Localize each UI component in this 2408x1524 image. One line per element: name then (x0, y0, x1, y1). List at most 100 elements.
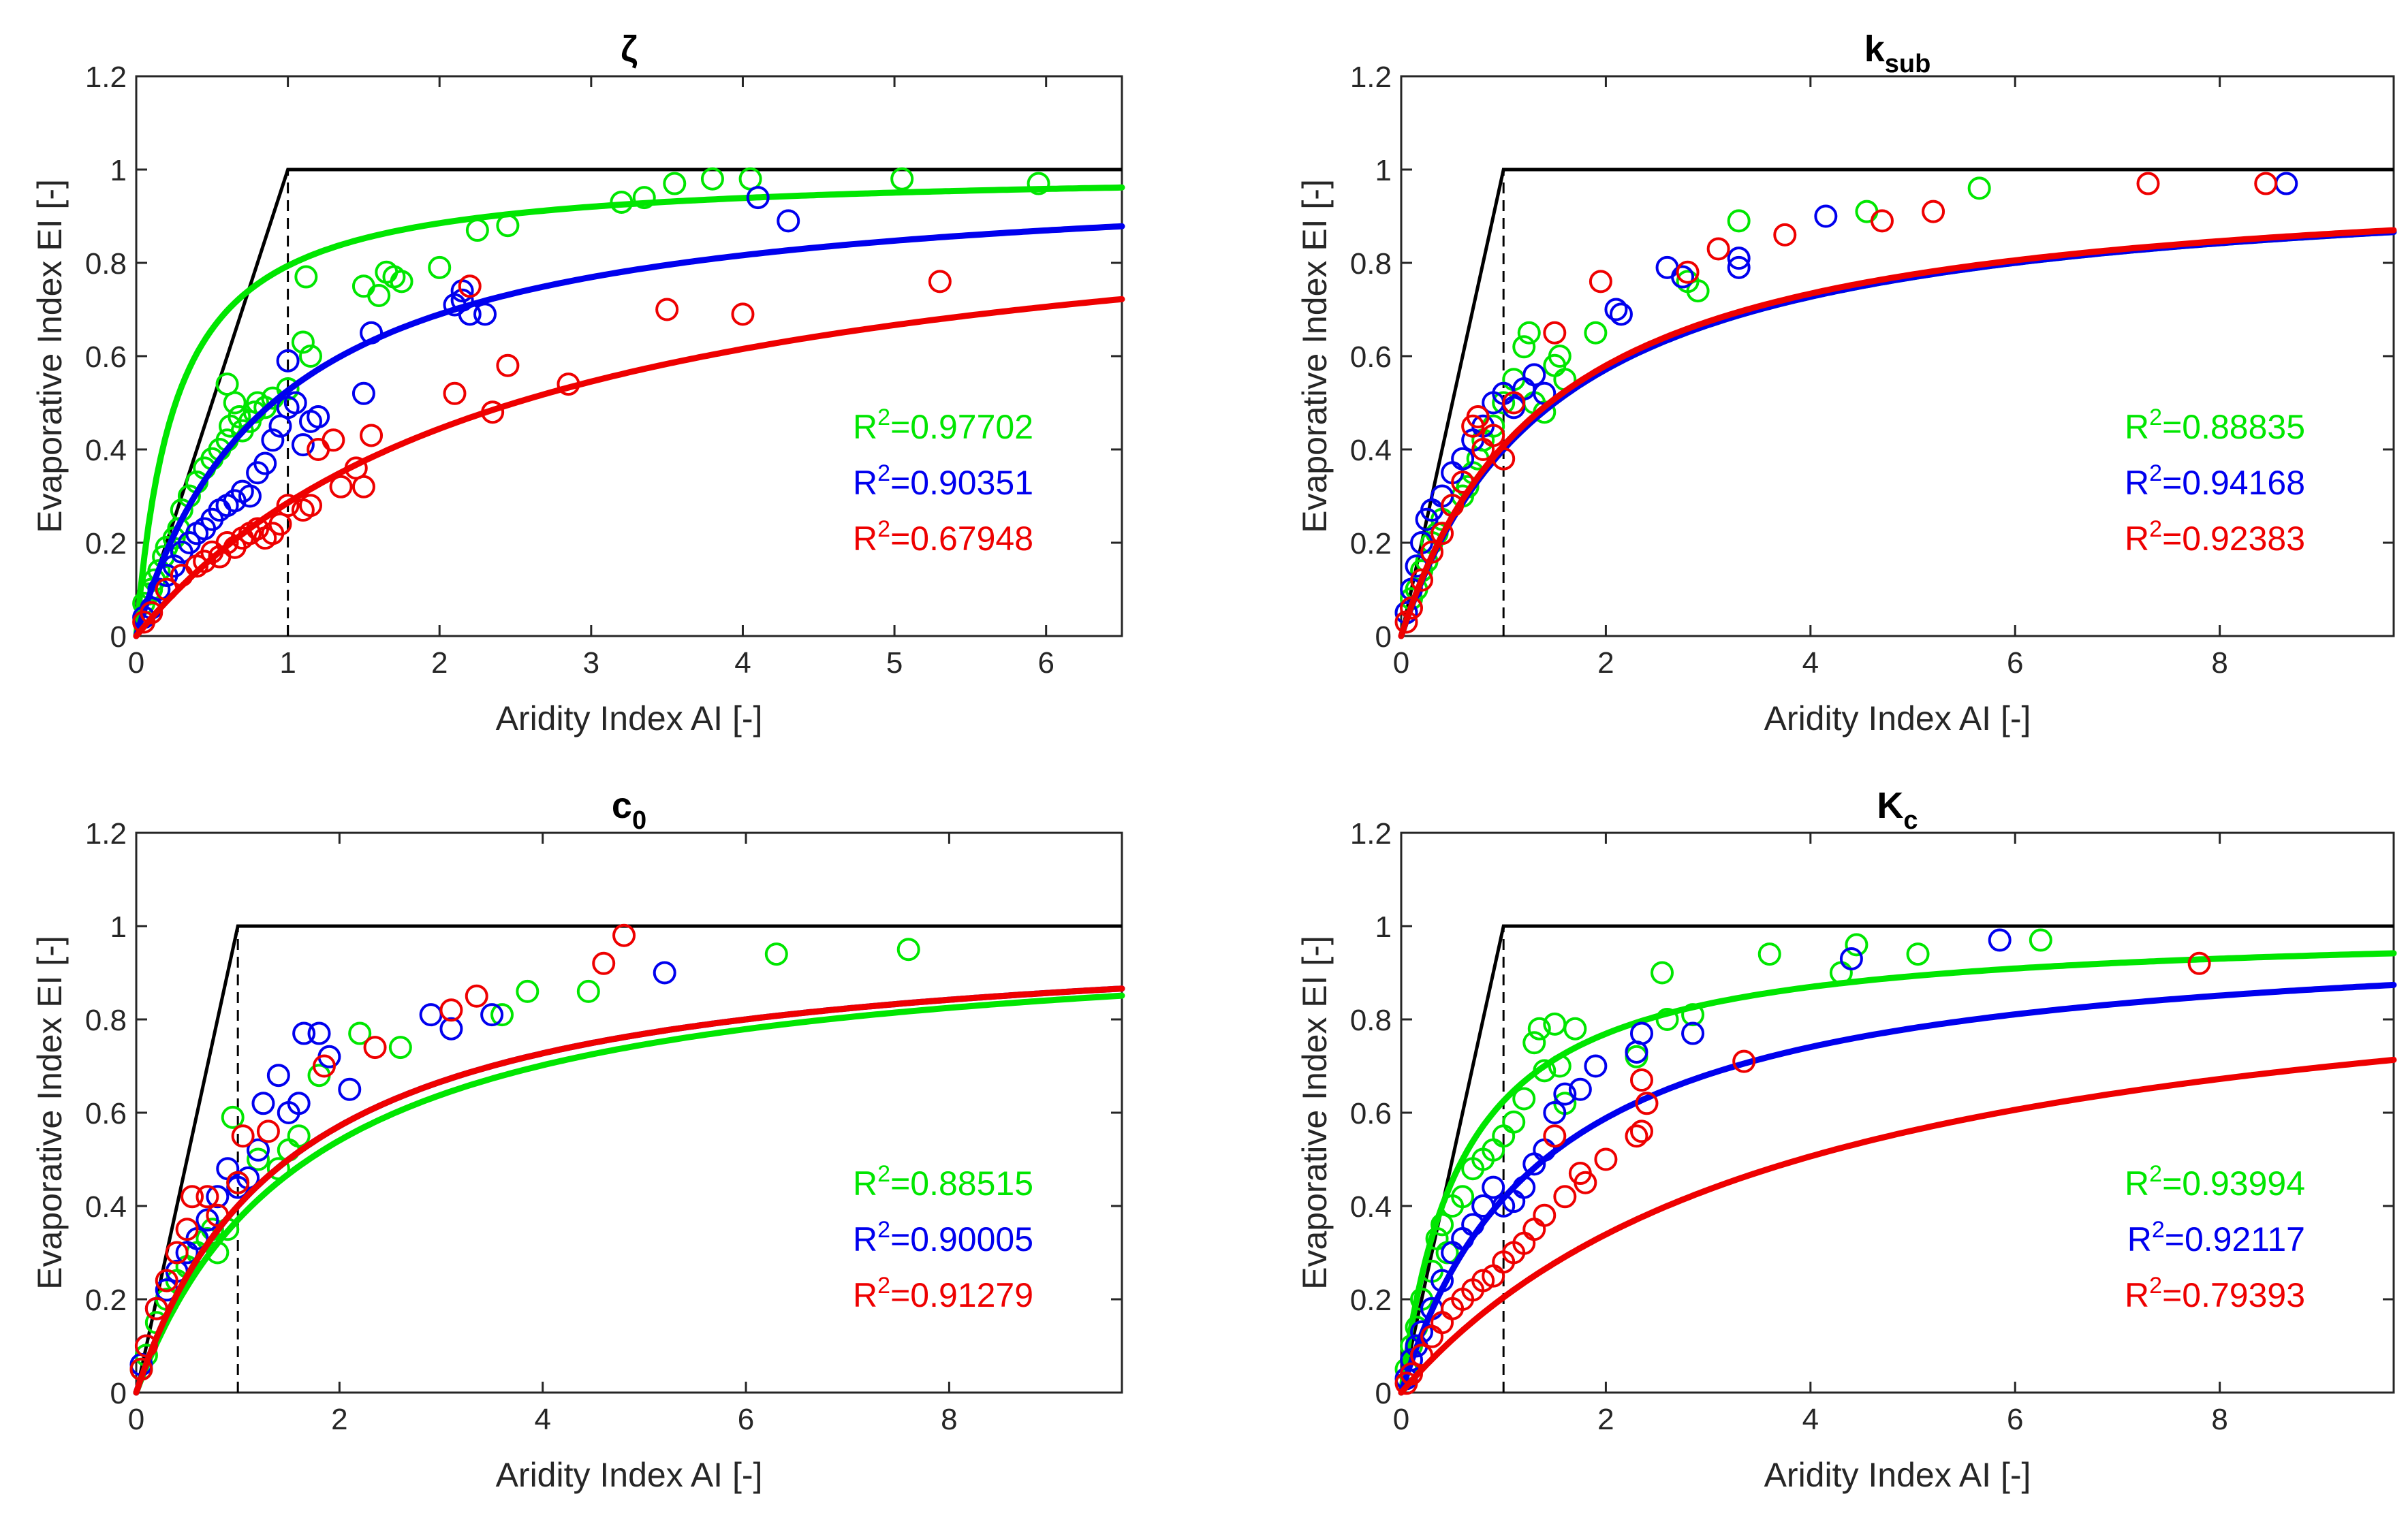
data-point-blue (450, 288, 474, 312)
data-point-red (1482, 424, 1505, 447)
y-tick-label: 1 (1375, 154, 1392, 187)
data-point-green (348, 1021, 372, 1045)
data-point-blue (291, 433, 315, 457)
chart-panel-4: 0 0.2 0.4 0.6 0.8 1 1.2 0 2 4 6 8 Aridity Index AI [… (1296, 785, 2397, 1494)
y-tick-label: 0.8 (1350, 1004, 1392, 1037)
y-tick-label: 0.6 (85, 1097, 127, 1130)
r2-value: =0.94168 (2162, 464, 2305, 502)
y-tick-label: 1 (110, 154, 127, 187)
data-point-green (299, 345, 323, 368)
y-tick-label: 0.6 (85, 340, 127, 374)
r2-superscript: 2 (2149, 1273, 2162, 1299)
data-point-green (576, 979, 600, 1003)
data-point-green (276, 377, 300, 400)
data-point-green (215, 372, 239, 396)
r2-superscript: 2 (877, 1273, 890, 1299)
data-point-blue (1492, 1194, 1516, 1218)
r2-superscript: 2 (877, 1161, 890, 1187)
data-point-blue (276, 349, 300, 372)
data-point-red (206, 1203, 230, 1227)
data-point-red (129, 1357, 153, 1381)
y-axis-label: Evaporative Index EI [-] (1296, 179, 1334, 533)
x-tick-label: 4 (534, 1403, 550, 1436)
data-point-blue (1727, 247, 1751, 270)
data-point-blue (1482, 1175, 1505, 1199)
panel-title-main: c (612, 785, 632, 826)
x-axis-label: Aridity Index AI [-] (496, 699, 763, 737)
data-point-red (276, 494, 300, 518)
r2-symbol: R (2125, 1276, 2149, 1314)
data-point-red (1492, 447, 1516, 471)
data-point-red (155, 577, 178, 601)
data-point-green (388, 1036, 412, 1060)
y-tick-label: 0.6 (1350, 340, 1392, 374)
fit-curve-blue (1398, 981, 2397, 1396)
data-point-red (1625, 1124, 1648, 1148)
data-point-red (1441, 494, 1465, 518)
y-tick-label: 0.4 (1350, 1190, 1392, 1224)
data-point-red (1420, 540, 1444, 564)
r2-symbol: R (853, 1164, 877, 1203)
r2-symbol: R (2125, 520, 2149, 558)
data-point-blue (653, 961, 676, 985)
data-point-blue (338, 1077, 362, 1101)
y-tick-label: 1.2 (85, 817, 127, 851)
panel-title: c0 (612, 785, 646, 835)
fit-curve-red (1398, 227, 2397, 639)
r2-label-green: R2=0.88835 (2125, 404, 2305, 446)
data-point-blue (1522, 363, 1546, 387)
r2-superscript: 2 (877, 516, 890, 542)
r2-label-green: R2=0.97702 (853, 404, 1033, 446)
data-point-red (299, 494, 323, 518)
data-point-red (1706, 237, 1730, 261)
data-point-blue (253, 451, 277, 475)
data-point-green (221, 1105, 245, 1129)
data-point-blue (746, 186, 770, 210)
data-point-red (1466, 405, 1490, 429)
data-point-green (700, 167, 724, 191)
data-point-red (1589, 270, 1612, 293)
data-point-red (312, 1054, 336, 1078)
data-point-red (1400, 596, 1424, 620)
data-point-red (322, 428, 345, 452)
x-tick-label: 6 (1037, 646, 1054, 680)
r2-value: =0.92383 (2162, 520, 2305, 558)
data-point-blue (147, 577, 171, 601)
data-point-blue (458, 302, 482, 326)
series-blue (132, 186, 1125, 639)
data-point-blue (439, 1017, 463, 1041)
data-point-blue (777, 209, 800, 233)
data-point-blue (1430, 1269, 1454, 1292)
r2-symbol: R (853, 1276, 877, 1314)
data-point-green (1651, 961, 1674, 985)
panel-title-main: K (1877, 785, 1903, 826)
data-point-red (1629, 1120, 1653, 1143)
data-point-blue (287, 1092, 311, 1115)
data-point-red (1410, 568, 1434, 592)
data-point-green (1522, 1031, 1546, 1055)
r2-symbol: R (2125, 1164, 2149, 1203)
y-tick-label: 0.8 (1350, 247, 1392, 281)
data-point-red (2187, 951, 2211, 975)
r2-symbol: R (853, 464, 877, 502)
data-point-blue (1400, 1348, 1424, 1372)
data-point-red (557, 372, 580, 396)
r2-symbol: R (2125, 408, 2149, 446)
data-point-blue (1814, 204, 1838, 228)
data-point-red (226, 1171, 250, 1194)
x-tick-label: 8 (2211, 646, 2227, 680)
chart-panel-1: 0 0.2 0.4 0.6 0.8 1 1.2 0 1 2 3 4 5 6 Aridity Index AI… (31, 29, 1125, 737)
data-point-green (1548, 1054, 1572, 1078)
data-point-green (1502, 1110, 1526, 1134)
data-point-blue (1512, 1175, 1536, 1199)
data-point-red (134, 1334, 158, 1358)
r2-value: =0.92117 (2165, 1220, 2305, 1258)
y-tick-label: 1 (1375, 910, 1392, 944)
data-point-red (655, 298, 679, 321)
r2-label-green: R2=0.88515 (853, 1161, 1033, 1203)
series-red (129, 923, 1125, 1396)
data-point-red (144, 1297, 168, 1320)
data-point-red (175, 1218, 199, 1241)
r2-label-green: R2=0.93994 (2125, 1161, 2305, 1203)
data-point-green (1512, 1087, 1536, 1111)
